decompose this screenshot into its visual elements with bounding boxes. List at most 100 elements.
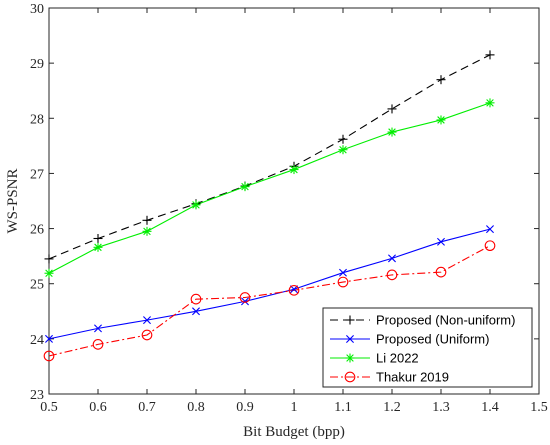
data-point xyxy=(45,334,53,343)
y-tick-label: 23 xyxy=(30,388,44,403)
x-tick-label: 1.3 xyxy=(432,400,450,415)
data-point xyxy=(142,215,152,225)
legend: Proposed (Non-uniform) Proposed (Uniform)… xyxy=(322,307,533,388)
data-point xyxy=(240,182,250,192)
data-point xyxy=(94,324,102,333)
marker-stroke xyxy=(239,292,251,303)
marker-stroke xyxy=(486,99,494,107)
data-point xyxy=(435,266,447,278)
marker-stroke xyxy=(339,145,347,154)
legend-box xyxy=(322,307,533,388)
data-point xyxy=(344,371,356,383)
marker-stroke xyxy=(437,237,445,246)
marker-stroke xyxy=(388,128,396,136)
legend-label: Proposed (Non-uniform) xyxy=(376,313,515,328)
data-point xyxy=(345,353,355,363)
axis-ticks: 0.5 0.6 0.7 0.8 0.9 1 1.1 1.2 1.3 1.4 1.5 23 24 25 26 2… xyxy=(30,2,548,415)
data-point xyxy=(338,134,348,144)
marker-stroke xyxy=(346,335,354,343)
series-lines xyxy=(48,54,491,357)
x-tick-label: 1.2 xyxy=(383,400,401,415)
marker-stroke xyxy=(241,182,249,191)
series-line-3 xyxy=(48,245,491,357)
x-tick-label: 0.9 xyxy=(236,400,254,415)
y-tick-label: 24 xyxy=(30,333,44,348)
y-tick-label: 27 xyxy=(30,167,44,182)
data-point xyxy=(44,254,54,264)
marker-stroke xyxy=(192,201,200,209)
marker-stroke xyxy=(435,266,447,278)
y-tick-label: 29 xyxy=(30,57,44,72)
x-tick-label: 0.7 xyxy=(138,400,156,415)
data-point xyxy=(289,165,299,175)
data-point xyxy=(190,293,202,305)
marker-stroke xyxy=(241,297,249,306)
marker-stroke xyxy=(141,329,153,341)
marker-stroke xyxy=(43,350,55,362)
data-point xyxy=(484,240,496,252)
data-point xyxy=(486,225,494,234)
data-point xyxy=(141,329,153,341)
series-line-0 xyxy=(48,54,491,260)
data-point xyxy=(192,307,200,316)
marker-stroke xyxy=(192,307,200,316)
data-point xyxy=(388,254,396,263)
x-tick-label: 0.8 xyxy=(187,400,205,415)
marker-stroke xyxy=(92,339,104,350)
series-line-2 xyxy=(48,102,491,274)
marker-stroke xyxy=(190,293,202,305)
marker-stroke xyxy=(484,240,496,252)
data-point xyxy=(288,284,300,296)
marker-stroke xyxy=(388,254,396,263)
x-tick-label: 0.6 xyxy=(89,400,107,415)
data-point xyxy=(485,50,495,60)
data-point xyxy=(485,98,495,108)
y-tick-label: 25 xyxy=(30,278,44,293)
marker-stroke xyxy=(290,285,298,294)
marker-stroke xyxy=(337,276,349,288)
data-point xyxy=(346,335,354,343)
data-point xyxy=(93,233,103,243)
data-point xyxy=(345,315,355,325)
data-point xyxy=(437,237,445,246)
data-point xyxy=(93,242,103,252)
data-point xyxy=(239,292,251,303)
x-axis-title: Bit Budget (bpp) xyxy=(243,424,345,440)
data-point xyxy=(92,339,104,350)
y-tick-label: 30 xyxy=(30,2,44,17)
data-point xyxy=(241,297,249,306)
legend-label: Thakur 2019 xyxy=(376,370,449,385)
marker-stroke xyxy=(346,354,354,362)
x-tick-label: 1.4 xyxy=(481,400,499,415)
marker-stroke xyxy=(437,116,445,124)
x-tick-label: 0.5 xyxy=(40,400,58,415)
data-point xyxy=(44,268,54,278)
marker-stroke xyxy=(290,165,298,174)
data-point xyxy=(387,127,397,137)
marker-stroke xyxy=(344,371,356,383)
data-point xyxy=(142,226,152,236)
data-point xyxy=(143,316,151,325)
marker-stroke xyxy=(45,334,53,343)
legend-label: Li 2022 xyxy=(376,351,419,366)
legend-items: Proposed (Non-uniform) Proposed (Uniform)… xyxy=(330,313,515,385)
marker-stroke xyxy=(94,243,102,252)
data-point xyxy=(338,145,348,155)
data-point xyxy=(436,115,446,125)
series-line-1 xyxy=(48,228,491,340)
data-point xyxy=(387,104,397,114)
data-point xyxy=(339,268,347,277)
marker-stroke xyxy=(339,268,347,277)
data-point xyxy=(191,200,201,210)
data-point xyxy=(386,269,398,281)
y-tick-label: 26 xyxy=(30,223,44,238)
marker-stroke xyxy=(94,324,102,333)
data-point xyxy=(43,350,55,362)
y-tick-label: 28 xyxy=(30,112,44,127)
marker-stroke xyxy=(143,227,151,236)
series-markers xyxy=(43,50,496,362)
x-tick-label: 1.5 xyxy=(530,400,548,415)
marker-stroke xyxy=(486,225,494,234)
marker-stroke xyxy=(386,269,398,281)
